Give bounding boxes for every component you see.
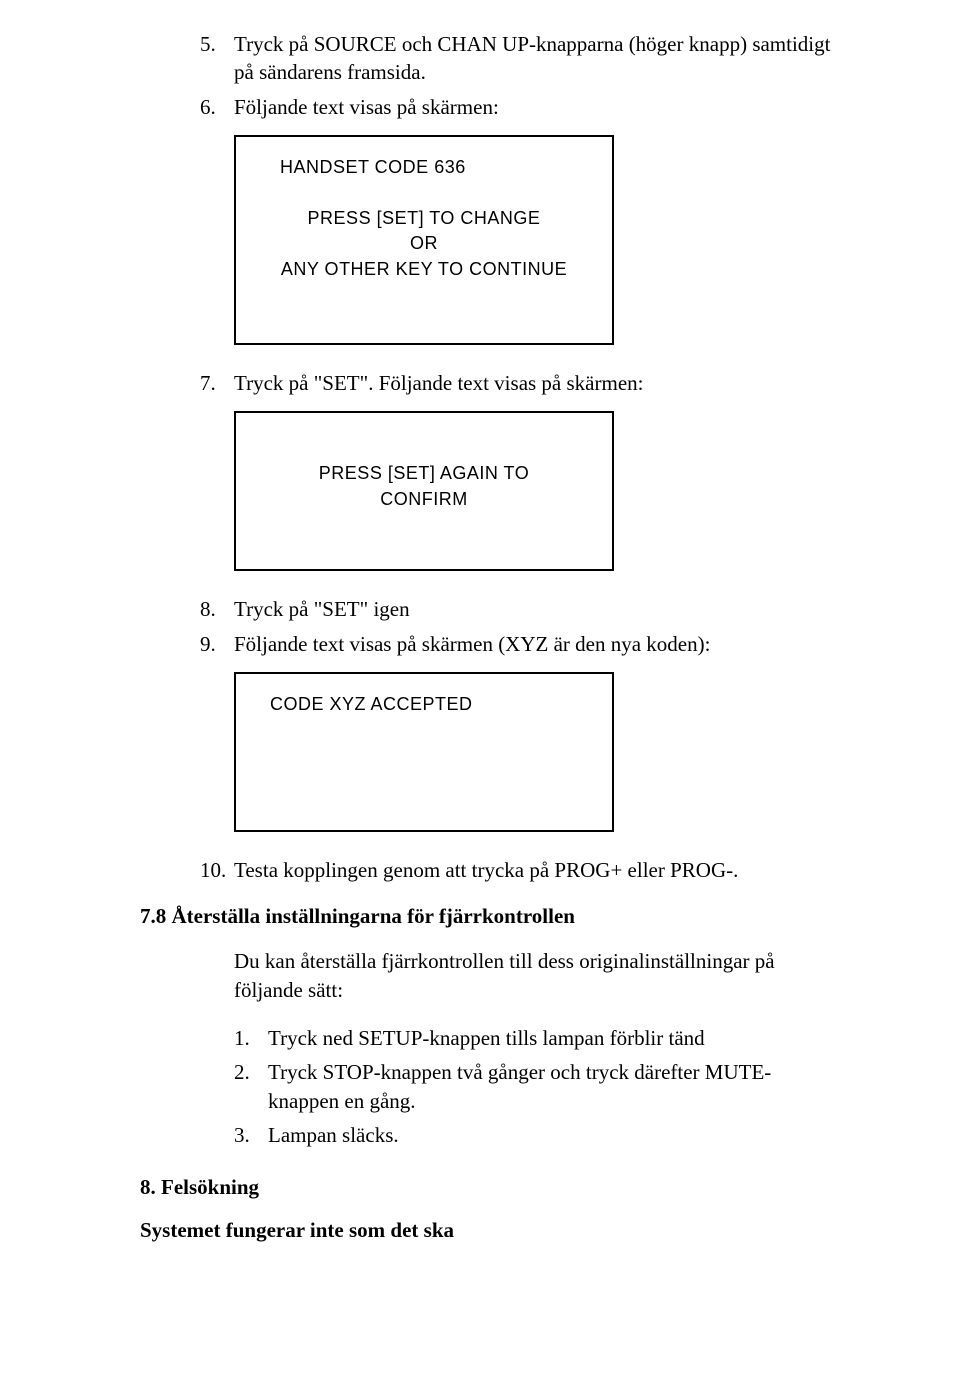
step-text: Tryck ned SETUP-knappen tills lampan för…	[268, 1024, 840, 1052]
screen-line: CONFIRM	[258, 487, 590, 512]
screen-line: OR	[258, 231, 590, 256]
substep-1: 1. Tryck ned SETUP-knappen tills lampan …	[234, 1024, 840, 1052]
step-9: 9. Följande text visas på skärmen (XYZ ä…	[200, 630, 840, 658]
step-num: 1.	[234, 1024, 268, 1052]
step-num: 9.	[200, 630, 234, 658]
substep-2: 2. Tryck STOP-knappen två gånger och try…	[234, 1058, 840, 1115]
step-text: Följande text visas på skärmen:	[234, 93, 840, 121]
step-num: 2.	[234, 1058, 268, 1115]
step-text: Tryck STOP-knappen två gånger och tryck …	[268, 1058, 840, 1115]
step-text: Följande text visas på skärmen (XYZ är d…	[234, 630, 840, 658]
step-10: 10. Testa kopplingen genom att trycka på…	[200, 856, 840, 884]
section-8-subheading: Systemet fungerar inte som det ska	[140, 1218, 840, 1243]
section-7-8-heading: 7.8 Återställa inställningarna för fjärr…	[140, 904, 840, 929]
screen-line: CODE XYZ ACCEPTED	[258, 692, 590, 717]
section-7-8-para: Du kan återställa fjärrkontrollen till d…	[234, 947, 840, 1004]
step-num: 8.	[200, 595, 234, 623]
step-num: 5.	[200, 30, 234, 87]
step-num: 3.	[234, 1121, 268, 1149]
step-5: 5. Tryck på SOURCE och CHAN UP-knapparna…	[200, 30, 840, 87]
screen-box-1: HANDSET CODE 636 PRESS [SET] TO CHANGE O…	[234, 135, 614, 345]
step-text: Tryck på "SET" igen	[234, 595, 840, 623]
screen-box-3: CODE XYZ ACCEPTED	[234, 672, 614, 832]
step-text: Testa kopplingen genom att trycka på PRO…	[234, 856, 840, 884]
screen-line: PRESS [SET] TO CHANGE	[258, 206, 590, 231]
substep-3: 3. Lampan släcks.	[234, 1121, 840, 1149]
step-num: 6.	[200, 93, 234, 121]
screen-line: HANDSET CODE 636	[258, 155, 590, 180]
screen-line: ANY OTHER KEY TO CONTINUE	[258, 257, 590, 282]
step-6: 6. Följande text visas på skärmen:	[200, 93, 840, 121]
section-8-heading: 8. Felsökning	[140, 1175, 840, 1200]
step-num: 7.	[200, 369, 234, 397]
step-7: 7. Tryck på "SET". Följande text visas p…	[200, 369, 840, 397]
step-text: Tryck på "SET". Följande text visas på s…	[234, 369, 840, 397]
step-text: Tryck på SOURCE och CHAN UP-knapparna (h…	[234, 30, 840, 87]
step-8: 8. Tryck på "SET" igen	[200, 595, 840, 623]
screen-line: PRESS [SET] AGAIN TO	[258, 461, 590, 486]
step-text: Lampan släcks.	[268, 1121, 840, 1149]
screen-box-2: PRESS [SET] AGAIN TO CONFIRM	[234, 411, 614, 571]
step-num: 10.	[200, 856, 234, 884]
